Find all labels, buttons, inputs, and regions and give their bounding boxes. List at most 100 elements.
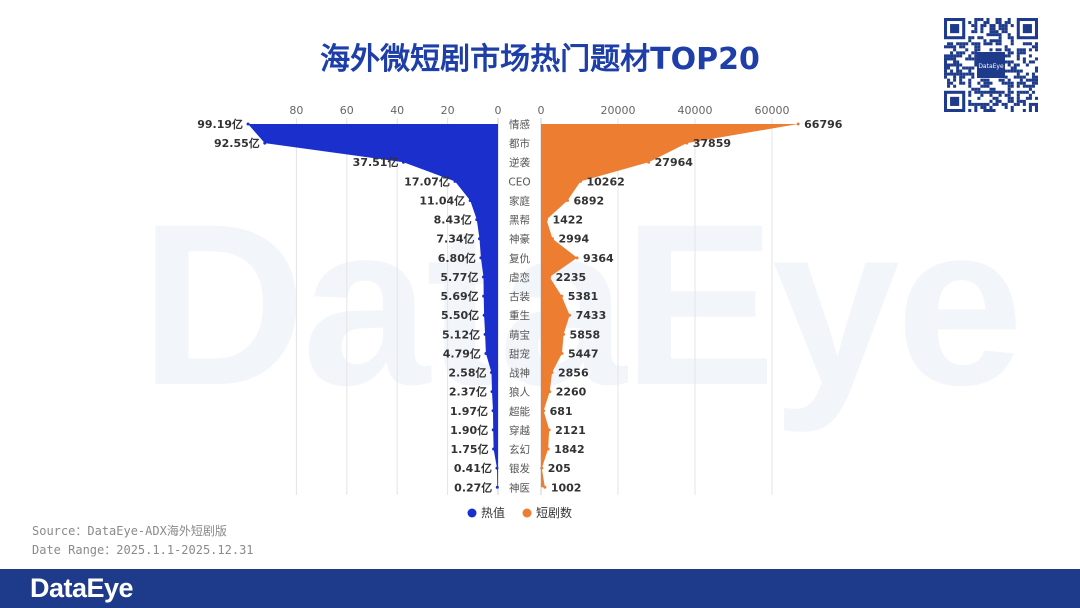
right-axis-tick: 60000 xyxy=(755,104,790,117)
heat-point xyxy=(491,409,495,413)
heat-value-label: 6.80亿 xyxy=(438,251,476,265)
category-label: 甜宠 xyxy=(509,347,530,360)
heat-value-label: 92.55亿 xyxy=(214,136,260,150)
legend-count-marker xyxy=(522,508,532,518)
count-value-label: 681 xyxy=(550,405,573,418)
heat-point xyxy=(263,141,267,145)
category-label: 神豪 xyxy=(509,233,530,246)
count-value-label: 1422 xyxy=(552,214,583,227)
count-value-label: 37859 xyxy=(693,137,731,150)
legend-heat-label: 热值 xyxy=(481,505,505,520)
heat-value-label: 5.50亿 xyxy=(441,308,479,322)
count-value-label: 5381 xyxy=(568,290,599,303)
category-label: 萌宝 xyxy=(509,328,530,341)
count-point xyxy=(575,256,579,260)
count-value-label: 2121 xyxy=(555,424,586,437)
count-value-label: 5447 xyxy=(568,347,599,360)
category-label: 复仇 xyxy=(509,252,530,265)
category-label: 情感 xyxy=(509,118,530,131)
category-label: 狼人 xyxy=(509,386,530,399)
right-axis-tick: 40000 xyxy=(678,104,713,117)
category-label: 虐恋 xyxy=(509,271,530,284)
count-point xyxy=(542,409,546,413)
heat-point xyxy=(468,198,472,202)
count-value-label: 7433 xyxy=(576,309,607,322)
category-label: 银发 xyxy=(509,462,530,475)
heat-value-label: 8.43亿 xyxy=(434,213,472,227)
heat-value-label: 99.19亿 xyxy=(197,117,243,131)
category-label: 战神 xyxy=(509,367,530,380)
category-label: 超能 xyxy=(509,405,530,418)
page-title: 海外微短剧市场热门题材TOP20 xyxy=(320,42,760,77)
count-point xyxy=(543,485,547,489)
heat-area xyxy=(248,124,498,488)
count-value-label: 2235 xyxy=(556,271,587,284)
right-axis-tick: 20000 xyxy=(601,104,636,117)
heat-point xyxy=(246,122,250,126)
category-label: 神医 xyxy=(509,481,530,494)
count-value-label: 2856 xyxy=(558,367,589,380)
left-axis-tick: 0 xyxy=(495,104,502,117)
count-value-label: 66796 xyxy=(804,118,843,131)
left-axis-tick: 40 xyxy=(390,104,404,117)
heat-point xyxy=(491,428,495,432)
count-point xyxy=(551,237,555,241)
category-label: 家庭 xyxy=(509,194,530,207)
heat-value-label: 5.12亿 xyxy=(442,327,480,341)
count-value-label: 9364 xyxy=(583,252,614,265)
heat-point xyxy=(482,313,486,317)
watermark: DataEye xyxy=(140,176,1024,433)
heat-point xyxy=(495,485,499,489)
count-value-label: 1842 xyxy=(554,443,585,456)
count-point xyxy=(566,198,570,202)
count-point xyxy=(560,351,564,355)
heat-point xyxy=(475,218,479,222)
heat-point xyxy=(481,275,485,279)
legend-heat-marker xyxy=(467,508,477,518)
count-value-label: 10262 xyxy=(587,175,625,188)
category-label: 黑帮 xyxy=(509,215,530,227)
count-point xyxy=(547,428,551,432)
heat-value-label: 4.79亿 xyxy=(443,346,481,360)
count-value-label: 6892 xyxy=(574,194,605,207)
heat-point xyxy=(489,371,493,375)
count-value-label: 205 xyxy=(548,462,571,475)
category-label: 逆袭 xyxy=(509,156,530,169)
heat-point xyxy=(479,256,483,260)
footer-logo: DataEye xyxy=(30,573,134,603)
heat-point xyxy=(401,160,405,164)
count-point xyxy=(548,275,552,279)
heat-value-label: 0.41亿 xyxy=(454,461,492,475)
footer-bar: DataEye xyxy=(0,569,1080,608)
heat-value-label: 17.07亿 xyxy=(404,174,450,188)
right-axis-tick: 0 xyxy=(538,104,545,117)
count-value-label: 27964 xyxy=(655,156,694,169)
heat-point xyxy=(478,237,482,241)
heat-point xyxy=(492,447,496,451)
heat-value-label: 1.97亿 xyxy=(450,404,488,418)
left-axis-tick: 20 xyxy=(441,104,455,117)
qr-code: DataEye xyxy=(944,18,1038,112)
heat-value-label: 1.75亿 xyxy=(450,442,488,456)
heat-value-label: 7.34亿 xyxy=(436,232,474,246)
count-value-label: 2994 xyxy=(559,233,590,246)
left-axis-tick: 80 xyxy=(289,104,303,117)
heat-value-label: 5.69亿 xyxy=(441,289,479,303)
count-value-label: 2260 xyxy=(556,386,587,399)
left-axis-tick: 60 xyxy=(340,104,354,117)
category-label: 古装 xyxy=(509,290,530,303)
category-label: 都市 xyxy=(509,137,530,150)
category-label: 穿越 xyxy=(509,424,530,437)
count-point xyxy=(562,332,566,336)
heat-value-label: 11.04亿 xyxy=(419,193,465,207)
source-text: Source：DataEye-ADX海外短剧版 xyxy=(32,524,227,538)
count-point xyxy=(568,313,572,317)
count-point xyxy=(796,122,800,126)
count-point xyxy=(540,466,544,470)
heat-value-label: 0.27亿 xyxy=(454,480,492,494)
count-point xyxy=(550,371,554,375)
count-point xyxy=(685,141,689,145)
date-range-text: Date Range：2025.1.1-2025.12.31 xyxy=(32,543,254,557)
legend-count-label: 短剧数 xyxy=(536,505,572,520)
heat-point xyxy=(453,179,457,183)
